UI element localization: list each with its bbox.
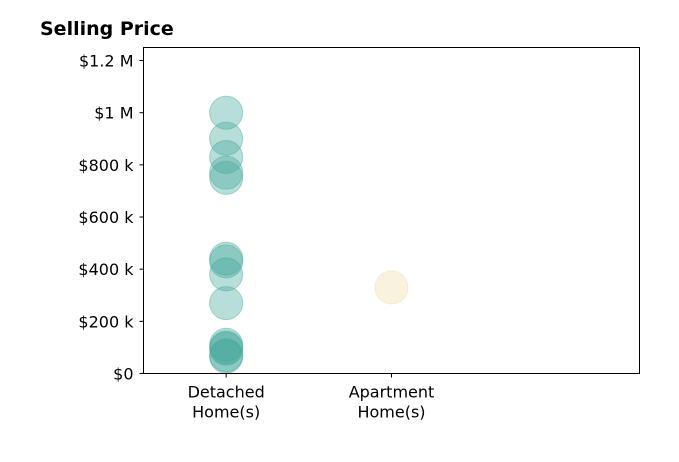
x-axis: Detached Home(s) Apartment Home(s) <box>188 373 435 422</box>
scatter-point <box>209 327 244 362</box>
plot-frame <box>143 47 640 374</box>
scatter-point <box>209 286 244 321</box>
y-axis: $0 $200 k $400 k $600 k $800 k $1 M $1.2 M <box>78 52 144 384</box>
y-tick-label: $800 k <box>78 156 134 175</box>
x-tick-label: Apartment Home(s) <box>349 383 435 422</box>
scatter-point <box>209 330 244 365</box>
y-tick-label: $1.2 M <box>79 52 134 71</box>
scatter-point <box>209 339 244 374</box>
chart-title: Selling Price <box>40 18 174 40</box>
scatter-point <box>209 121 244 156</box>
scatter-point <box>209 95 244 130</box>
y-tick-label: $200 k <box>78 312 134 331</box>
y-tick-label: $400 k <box>78 260 134 279</box>
scatter-point <box>209 160 244 195</box>
scatter-point <box>209 257 244 292</box>
y-tick-label: $1 M <box>94 104 133 123</box>
scatter-point <box>374 270 409 305</box>
scatter-point <box>209 140 244 175</box>
data-points <box>209 95 409 374</box>
scatter-point <box>209 155 244 190</box>
y-tick-label: $0 <box>113 365 133 384</box>
y-tick-label: $600 k <box>78 208 134 227</box>
scatter-point <box>209 338 244 373</box>
scatter-point <box>209 241 244 276</box>
scatter-point <box>209 331 244 366</box>
scatter-point <box>209 244 244 279</box>
x-tick-label: Detached Home(s) <box>188 383 265 422</box>
